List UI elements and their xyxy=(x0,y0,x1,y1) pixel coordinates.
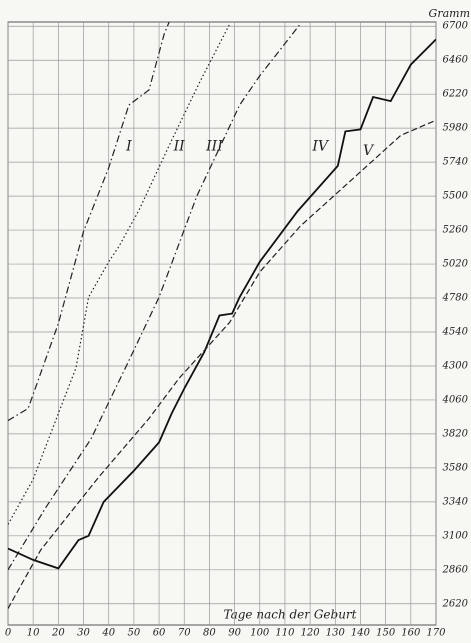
y-tick-label: 4540 xyxy=(442,326,469,337)
y-tick-label: 6220 xyxy=(443,89,469,100)
x-tick-label: 170 xyxy=(426,628,446,639)
series-label: IV xyxy=(311,139,330,155)
y-tick-label: 4780 xyxy=(442,293,469,304)
series-label: V xyxy=(363,143,375,159)
series-line xyxy=(8,22,170,422)
x-tick-label: 130 xyxy=(326,628,346,639)
x-tick-label: 0 xyxy=(5,628,12,639)
y-tick-label: 5020 xyxy=(443,259,469,270)
series-line xyxy=(8,38,436,570)
x-tick-label: 70 xyxy=(178,628,191,639)
x-tick-label: 120 xyxy=(301,628,321,639)
y-tick-label: 5500 xyxy=(443,191,469,202)
y-tick-label: 3820 xyxy=(443,428,469,439)
x-tick-label: 90 xyxy=(228,628,241,639)
x-tick-label: 40 xyxy=(101,628,115,639)
y-tick-label: 3100 xyxy=(443,530,469,541)
x-tick-label: 20 xyxy=(51,628,65,639)
x-tick-label: 110 xyxy=(275,628,295,639)
series-label: I xyxy=(125,139,132,155)
series-line xyxy=(8,119,436,609)
x-tick-label: 100 xyxy=(250,628,270,639)
y-tick-label: 5260 xyxy=(443,225,469,236)
series-label: II xyxy=(173,139,186,155)
y-tick-label: 6460 xyxy=(443,55,469,66)
x-tick-label: 160 xyxy=(401,628,421,639)
y-axis-label: Gramm xyxy=(429,7,470,20)
y-tick-label: 4300 xyxy=(442,360,469,371)
x-tick-label: 10 xyxy=(27,628,40,639)
series-label: III xyxy=(205,139,223,155)
y-tick-label: 3340 xyxy=(443,496,469,507)
x-tick-label: 140 xyxy=(351,628,371,639)
x-tick-label: 30 xyxy=(77,628,90,639)
x-tick-label: 60 xyxy=(153,628,166,639)
y-tick-label: 2860 xyxy=(442,564,469,575)
y-tick-label: 5740 xyxy=(443,157,469,168)
y-tick-label: 5980 xyxy=(443,123,469,134)
y-tick-label: 4060 xyxy=(442,394,469,405)
y-tick-label: 2620 xyxy=(442,598,469,609)
y-tick-label: 6700 xyxy=(443,21,469,32)
x-tick-label: 80 xyxy=(203,628,216,639)
y-tick-label: 3580 xyxy=(443,462,469,473)
x-tick-label: 50 xyxy=(128,628,141,639)
x-axis-label: Tage nach der Geburt xyxy=(224,608,357,622)
x-tick-label: 150 xyxy=(376,628,396,639)
